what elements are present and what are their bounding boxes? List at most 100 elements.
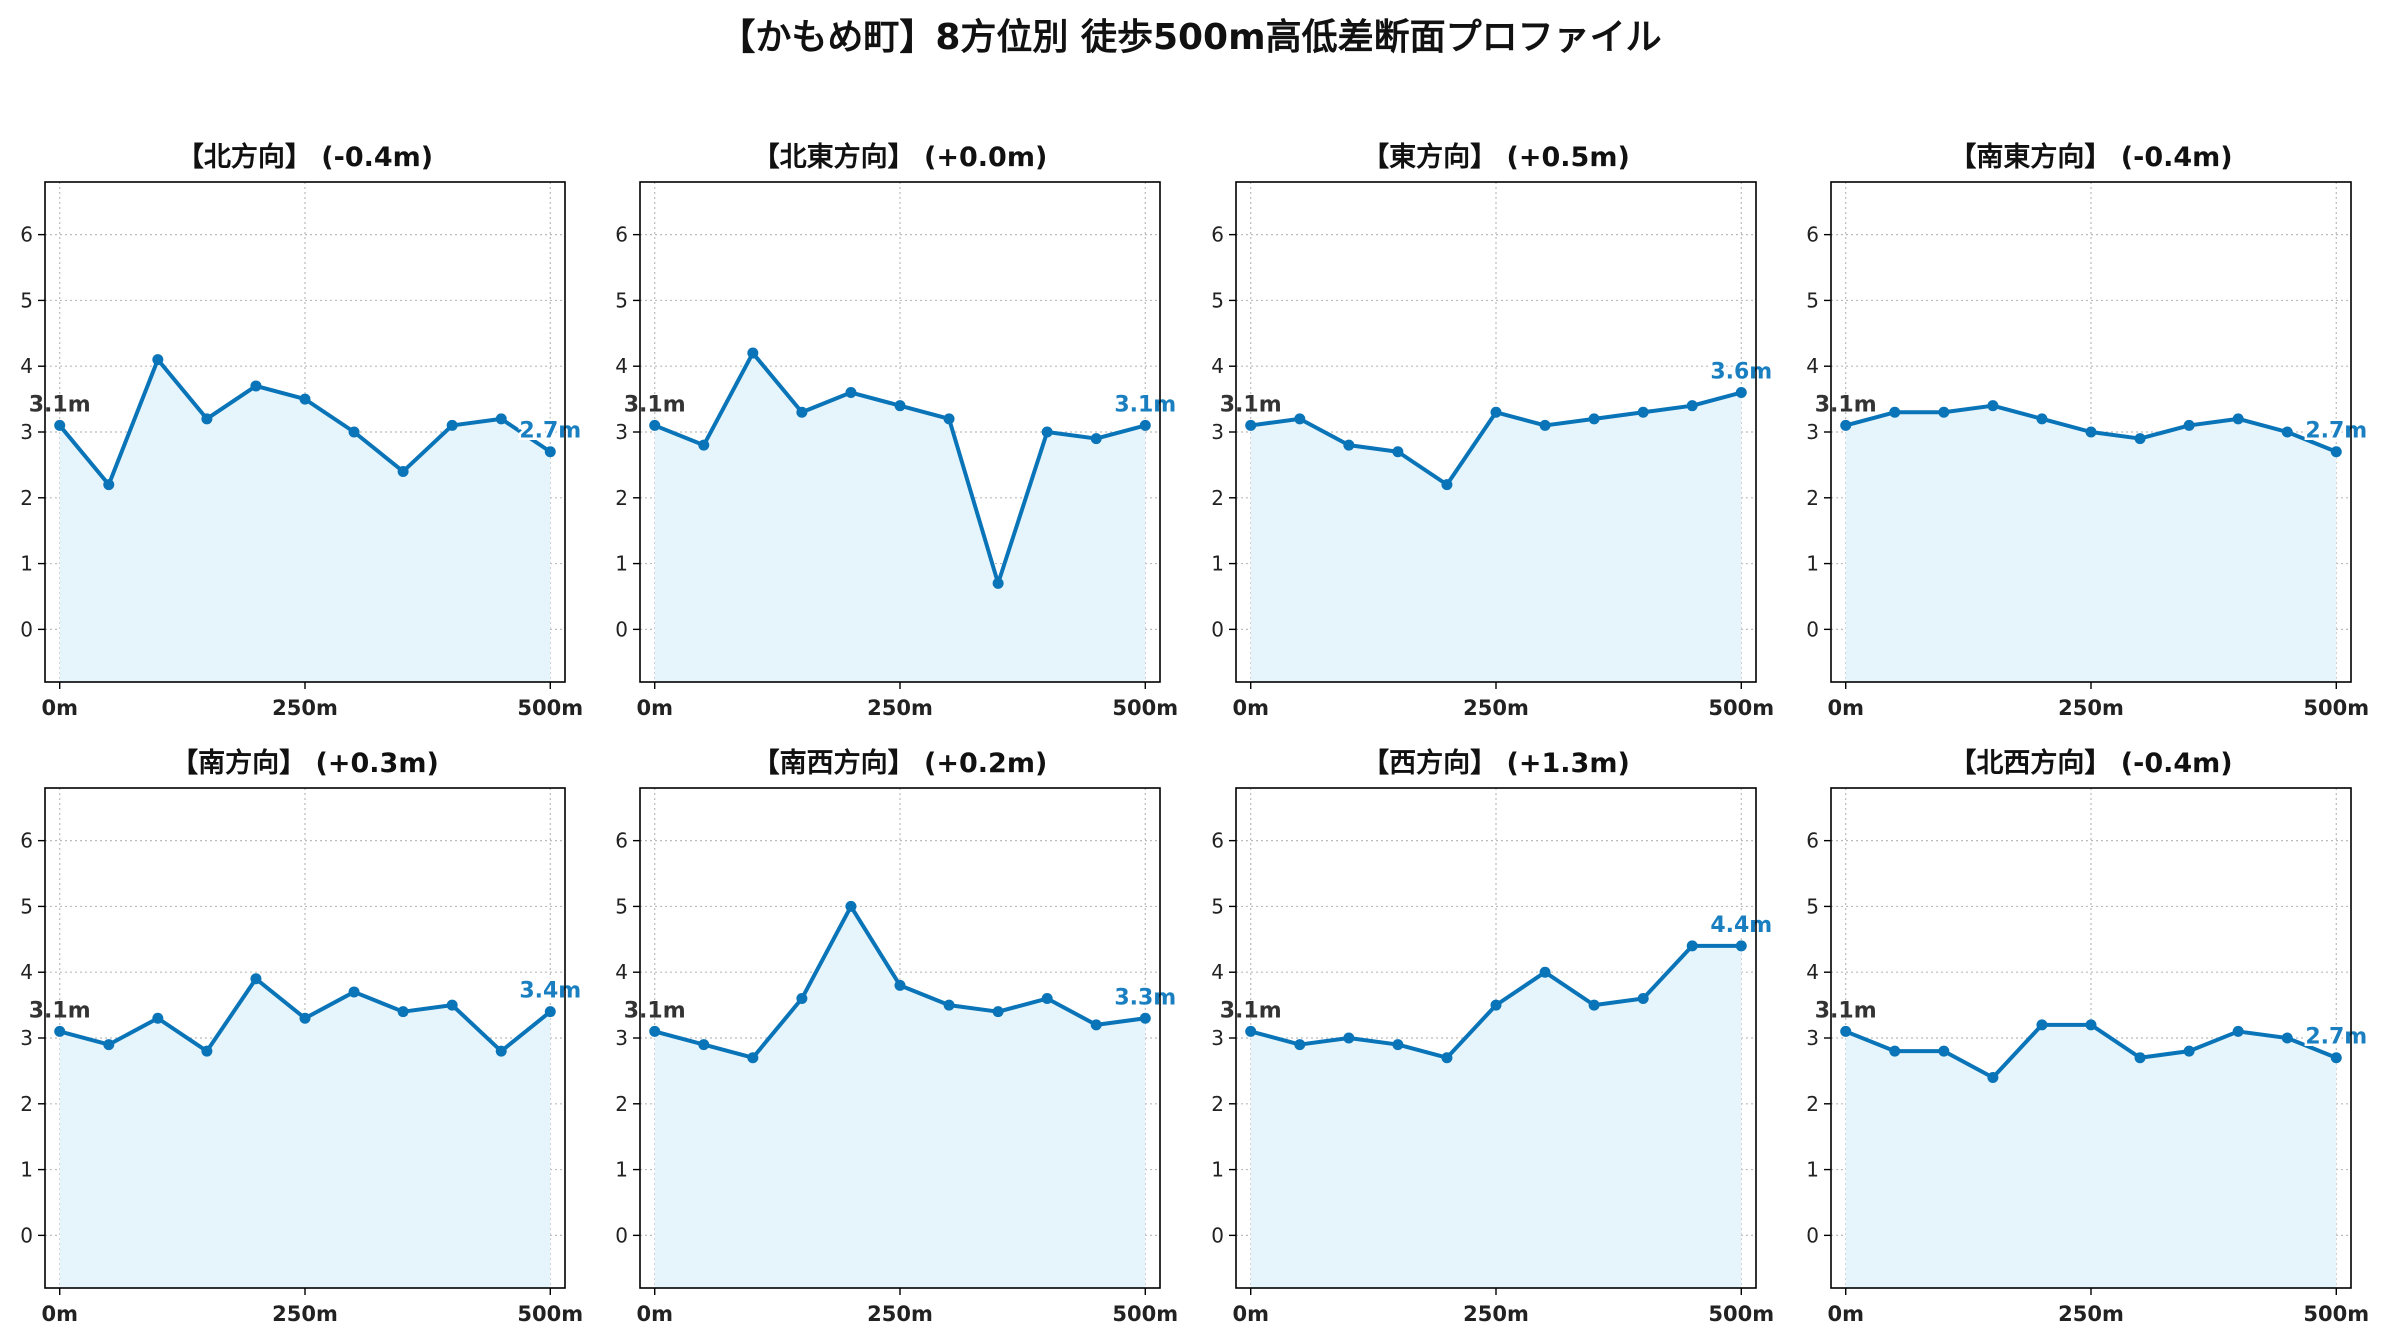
end-label: 3.4m [519,979,581,1004]
panel-title: 【東方向】 (+0.5m) [1362,141,1630,173]
y-tick-label: 4 [20,354,33,378]
y-tick-label: 2 [1211,486,1224,510]
data-point [2330,446,2342,458]
x-tick-label: 0m [41,1302,78,1326]
x-tick-label: 250m [867,696,933,720]
panel-title: 【西方向】 (+1.3m) [1362,747,1630,779]
y-tick-label: 0 [1211,1223,1224,1247]
y-tick-label: 1 [20,1158,33,1182]
y-tick-label: 1 [1806,552,1819,576]
chart-panel: 【南東方向】 (-0.4m) 3.1m 2.7m 0 1 2 3 4 5 6 0m 250m 500m [1806,141,2369,720]
y-tick-label: 6 [20,223,33,247]
y-tick-label: 6 [615,223,628,247]
y-tick-label: 1 [615,1158,628,1182]
x-tick-label: 500m [2303,1302,2369,1326]
start-label: 3.1m [29,392,91,417]
x-tick-label: 250m [1463,1302,1529,1326]
y-tick-label: 3 [615,1026,628,1050]
data-point [1441,1052,1453,1064]
data-point [1637,406,1649,418]
y-tick-label: 1 [1806,1158,1819,1182]
y-tick-label: 1 [615,552,628,576]
y-tick-label: 6 [1806,223,1819,247]
data-point [2232,413,2244,425]
area-fill [1250,945,1742,1288]
panel-title: 【北西方向】 (-0.4m) [1949,747,2232,779]
data-point [348,986,360,998]
chart-panel: 【北方向】 (-0.4m) 3.1m 2.7m 0 1 2 3 4 5 6 0m 250m 500m [20,141,583,720]
x-tick-label: 0m [1827,696,1864,720]
area-fill [1845,1024,2337,1288]
x-tick-label: 250m [2058,696,2124,720]
data-point [1840,1025,1852,1037]
x-tick-label: 500m [1112,696,1178,720]
data-point [1686,940,1698,952]
y-tick-label: 0 [20,1223,33,1247]
data-point [1090,433,1102,445]
data-point [845,387,857,399]
data-point [747,1052,759,1064]
data-point [1139,1012,1151,1024]
area-fill [654,353,1146,682]
x-tick-label: 500m [1112,1302,1178,1326]
x-tick-label: 0m [636,1302,673,1326]
chart-panel: 【北東方向】 (+0.0m) 3.1m 3.1m 0 1 2 3 4 5 6 0m 250m 500m [615,141,1178,720]
data-point [2281,1032,2293,1044]
y-tick-label: 5 [1806,288,1819,312]
data-point [544,1006,556,1018]
y-tick-label: 1 [1211,552,1224,576]
y-tick-label: 5 [1806,894,1819,918]
data-point [2036,1019,2048,1031]
data-point [2036,413,2048,425]
y-tick-label: 4 [1806,354,1819,378]
end-label: 3.1m [1114,392,1176,417]
data-point [2281,426,2293,438]
y-tick-label: 3 [1211,420,1224,444]
y-tick-label: 2 [1211,1092,1224,1116]
data-point [1889,1045,1901,1057]
y-tick-label: 5 [615,894,628,918]
y-tick-label: 0 [1806,617,1819,641]
data-point [2085,426,2097,438]
y-tick-label: 3 [1211,1026,1224,1050]
data-point [495,1045,507,1057]
data-point [894,400,906,412]
y-tick-label: 4 [615,354,628,378]
data-point [446,999,458,1011]
y-tick-label: 4 [1211,960,1224,984]
area-fill [1845,405,2337,682]
data-point [1938,406,1950,418]
y-tick-label: 6 [20,829,33,853]
data-point [1392,1039,1404,1051]
data-point [698,1039,710,1051]
y-tick-label: 5 [20,288,33,312]
y-tick-label: 3 [1806,420,1819,444]
x-tick-label: 0m [636,696,673,720]
data-point [250,380,262,392]
panel-title: 【北東方向】 (+0.0m) [753,141,1048,173]
data-point [103,1039,115,1051]
y-tick-label: 5 [20,894,33,918]
y-tick-label: 2 [1806,486,1819,510]
x-tick-label: 0m [1827,1302,1864,1326]
y-tick-label: 1 [1211,1158,1224,1182]
x-tick-label: 250m [272,1302,338,1326]
data-point [348,426,360,438]
x-tick-label: 500m [517,1302,583,1326]
end-label: 2.7m [2305,419,2367,444]
start-label: 3.1m [1220,998,1282,1023]
chart-panel: 【西方向】 (+1.3m) 3.1m 4.4m 0 1 2 3 4 5 6 0m 250m 500m [1211,747,1774,1326]
y-tick-label: 3 [20,1026,33,1050]
data-point [992,1006,1004,1018]
data-point [1539,419,1551,431]
y-tick-label: 0 [20,617,33,641]
y-tick-label: 2 [615,486,628,510]
data-point [1441,479,1453,491]
data-point [649,419,661,431]
data-point [1539,966,1551,978]
data-point [649,1025,661,1037]
y-tick-label: 0 [1211,617,1224,641]
data-point [1041,426,1053,438]
data-point [2134,433,2146,445]
x-tick-label: 250m [867,1302,933,1326]
